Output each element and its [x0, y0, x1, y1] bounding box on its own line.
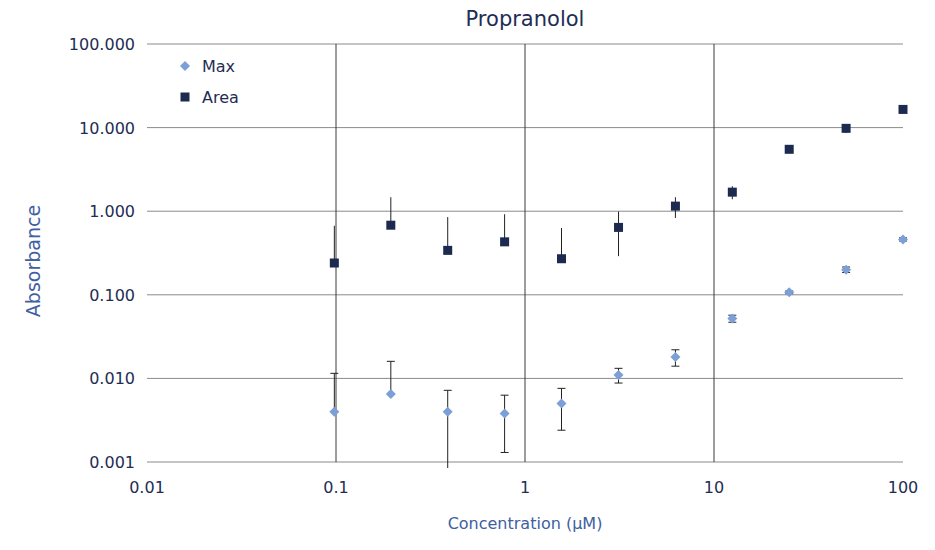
- legend-label: Area: [202, 88, 239, 107]
- chart: Propranolol0.0010.0100.1001.00010.000100…: [0, 0, 935, 550]
- tick-label: 0.1: [323, 478, 348, 497]
- legend: Max Area: [180, 57, 239, 107]
- error-bar: [334, 226, 335, 263]
- point: [386, 221, 395, 230]
- tick-label: 10.000: [79, 119, 135, 138]
- point: [557, 254, 566, 263]
- point: [842, 124, 851, 133]
- grid-line: [525, 44, 526, 462]
- tick-label: 0.100: [89, 286, 135, 305]
- point: [330, 259, 339, 268]
- point: [898, 234, 908, 244]
- tick-label: 100: [888, 478, 919, 497]
- axis-title: Absorbance: [22, 205, 44, 317]
- tick-label: 0.010: [89, 369, 135, 388]
- legend-label: Max: [202, 57, 235, 76]
- error-bar: [671, 350, 679, 366]
- series-max: [329, 234, 908, 468]
- point: [671, 202, 680, 211]
- error-bar: [615, 368, 623, 383]
- tick-label: 10: [704, 478, 724, 497]
- legend-marker: [181, 93, 190, 102]
- tick-label: 0.01: [129, 478, 165, 497]
- point: [614, 370, 624, 380]
- error-bar: [618, 212, 619, 257]
- point: [500, 237, 509, 246]
- point: [500, 409, 510, 419]
- grid-line: [714, 44, 715, 462]
- point: [841, 265, 851, 275]
- point: [785, 145, 794, 154]
- legend-marker: [180, 61, 190, 71]
- plot-area: [329, 105, 908, 468]
- grid-line: [336, 44, 337, 462]
- point: [728, 188, 737, 197]
- grid: [147, 44, 903, 462]
- error-bar: [561, 228, 562, 259]
- point: [727, 314, 737, 324]
- error-bar: [447, 217, 448, 250]
- title: Propranolol: [466, 7, 585, 31]
- error-bar: [330, 373, 338, 411]
- point: [784, 287, 794, 297]
- point: [670, 352, 680, 362]
- point: [899, 105, 908, 114]
- axis-title: Concentration (µM): [448, 514, 603, 533]
- error-bar: [558, 388, 566, 430]
- tick-label: 1: [520, 478, 530, 497]
- point: [557, 399, 567, 409]
- point: [329, 407, 339, 417]
- series-area: [330, 105, 908, 268]
- point: [386, 389, 396, 399]
- tick-label: 1.000: [89, 202, 135, 221]
- tick-label: 0.001: [89, 453, 135, 472]
- tick-label: 100.000: [69, 35, 135, 54]
- error-bar: [444, 390, 452, 468]
- point: [614, 223, 623, 232]
- point: [443, 246, 452, 255]
- error-bar: [501, 395, 509, 452]
- point: [443, 407, 453, 417]
